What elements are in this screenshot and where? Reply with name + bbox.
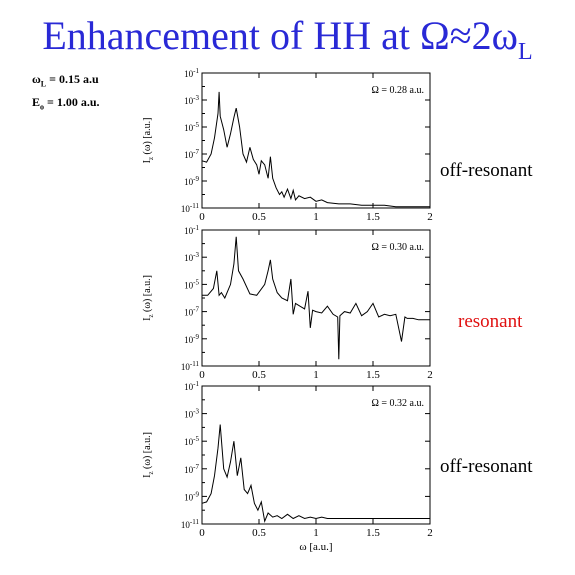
spectrum-line-3 xyxy=(201,424,430,523)
y-tick-label: 10-5 xyxy=(184,435,199,447)
y-tick-label: 10-5 xyxy=(184,278,199,290)
omega-annotation: Ω = 0.32 a.u. xyxy=(371,398,424,409)
note-off-resonant-2: off-resonant xyxy=(440,456,533,477)
x-tick-label: 0 xyxy=(199,527,205,539)
chart-panel-1: 0 0.5 1 1.5 2 10-11 10-9 10-7 10-5 10-3 10-1 Ω = 0.… xyxy=(142,67,433,223)
y-tick-label: 10-3 xyxy=(184,251,199,263)
x-tick-label: 1.5 xyxy=(366,527,380,539)
y-tick-label: 10-7 xyxy=(184,463,199,475)
y-axis-label: Iz (ω) [a.u.] xyxy=(142,275,155,321)
param-e0: Eo = 1.00 a.u. xyxy=(32,95,100,112)
y-tick-label: 10-1 xyxy=(184,67,199,79)
x-tick-label: 2 xyxy=(427,211,433,223)
param-omega-l: ωL = 0.15 a.u xyxy=(32,72,99,89)
y-tick-label: 10-7 xyxy=(184,148,199,160)
y-tick-label: 10-9 xyxy=(184,333,199,345)
y-tick-label: 10-11 xyxy=(181,360,200,372)
y-tick-label: 10-9 xyxy=(184,490,199,502)
omega-annotation: Ω = 0.28 a.u. xyxy=(371,85,424,96)
y-tick-label: 10-1 xyxy=(184,224,199,236)
parameters-block: ωL = 0.15 a.u Eo = 1.00 a.u. xyxy=(32,70,100,117)
omega-annotation: Ω = 0.30 a.u. xyxy=(371,242,424,253)
note-off-resonant-1: off-resonant xyxy=(440,160,533,181)
x-tick-label: 1 xyxy=(313,527,319,539)
title-main: Enhancement of HH at Ω≈2ω xyxy=(42,13,518,58)
y-tick-label: 10-9 xyxy=(184,175,199,187)
y-tick-label: 10-7 xyxy=(184,306,199,318)
y-tick-label: 10-5 xyxy=(184,121,199,133)
spectrum-line-1 xyxy=(201,91,430,208)
x-tick-label: 2 xyxy=(427,369,433,381)
page-title: Enhancement of HH at Ω≈2ωL xyxy=(0,12,575,76)
chart-panel-2: 0 0.5 1 1.5 2 10-11 10-9 10-7 10-5 10-3 10-1 Ω = 0.… xyxy=(142,224,433,381)
x-tick-label: 0.5 xyxy=(252,369,266,381)
y-axis-label: Iz (ω) [a.u.] xyxy=(142,118,155,164)
y-tick-label: 10-11 xyxy=(181,518,200,530)
chart-panel-3: 0 0.5 1 1.5 2 10-11 10-9 10-7 10-5 10-3 10-1 Ω = 0.… xyxy=(142,380,433,553)
x-tick-label: 1 xyxy=(313,369,319,381)
y-tick-label: 10-1 xyxy=(184,380,199,392)
x-tick-label: 1.5 xyxy=(366,369,380,381)
x-tick-label: 0.5 xyxy=(252,211,266,223)
y-axis-label: Iz (ω) [a.u.] xyxy=(142,432,155,478)
y-tick-label: 10-3 xyxy=(184,408,199,420)
x-axis-label: ω [a.u.] xyxy=(299,541,332,553)
title-subscript: L xyxy=(517,39,533,65)
x-tick-label: 1 xyxy=(313,211,319,223)
x-tick-label: 1.5 xyxy=(366,211,380,223)
x-tick-label: 0 xyxy=(199,211,205,223)
y-tick-label: 10-11 xyxy=(181,202,200,214)
spectrum-line-2 xyxy=(202,236,430,360)
x-tick-label: 2 xyxy=(427,527,433,539)
x-tick-label: 0.5 xyxy=(252,527,266,539)
x-tick-label: 0 xyxy=(199,369,205,381)
note-resonant: resonant xyxy=(458,311,523,332)
y-tick-label: 10-3 xyxy=(184,94,199,106)
